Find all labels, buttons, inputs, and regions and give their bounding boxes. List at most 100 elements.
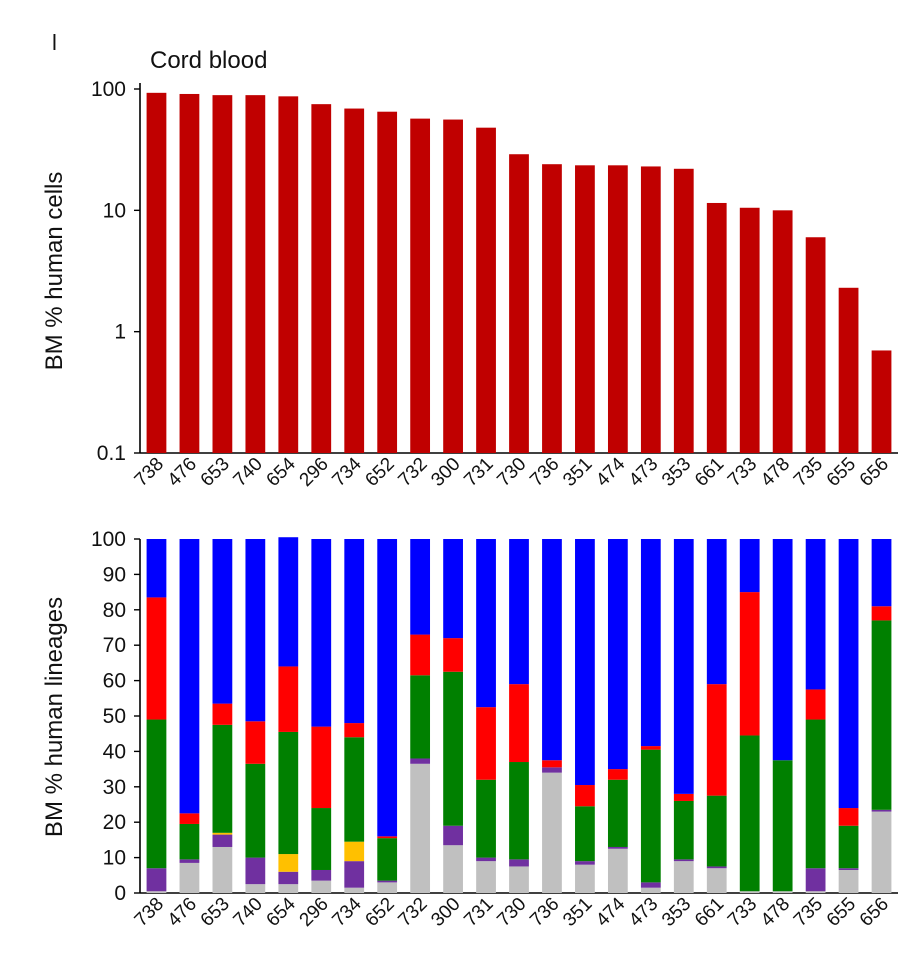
segment-734-2 — [344, 841, 365, 862]
segment-661-4 — [706, 684, 727, 796]
segment-655-4 — [838, 808, 859, 826]
bar-476 — [179, 93, 200, 454]
segment-653-2 — [212, 832, 233, 835]
segment-474-5 — [607, 539, 628, 770]
segment-661-3 — [706, 795, 727, 867]
bar-654 — [278, 96, 299, 454]
x-tick-label: 654 — [263, 453, 301, 491]
segment-730-3 — [509, 762, 529, 860]
bottom-y-tick-label: 10 — [103, 847, 126, 870]
segment-473-5 — [640, 539, 661, 747]
x-tick-label: 740 — [230, 894, 267, 931]
segment-300-1 — [443, 825, 463, 846]
x-tick-label: 474 — [592, 893, 630, 931]
bar-740 — [245, 95, 266, 453]
segment-476-1 — [179, 859, 200, 863]
segment-732-5 — [410, 539, 431, 635]
x-tick-label: 730 — [493, 454, 530, 491]
x-tick-label: 734 — [328, 453, 366, 491]
x-tick-label: 738 — [131, 454, 168, 491]
top-chart-axis: 100 10 1 0.1 — [91, 78, 898, 465]
segment-740-5 — [245, 539, 266, 722]
segment-476-5 — [179, 539, 200, 814]
x-tick-label: 654 — [263, 893, 301, 931]
top-chart: Cord blood BM % human cells 100 10 1 0.1 73… — [41, 47, 898, 491]
segment-738-5 — [146, 539, 167, 598]
x-tick-label: 351 — [559, 454, 596, 491]
segment-656-3 — [871, 620, 892, 810]
x-tick-label: 653 — [197, 894, 234, 931]
x-tick-label: 656 — [856, 894, 893, 931]
bar-473 — [640, 166, 661, 453]
segment-736-1 — [542, 767, 562, 773]
segment-661-0 — [706, 868, 727, 893]
segment-473-4 — [640, 746, 661, 750]
segment-652-0 — [377, 882, 398, 893]
segment-473-1 — [640, 882, 661, 888]
segment-653-4 — [212, 703, 233, 725]
segment-473-0 — [640, 887, 661, 893]
segment-296-0 — [311, 880, 332, 893]
x-tick-label: 476 — [164, 454, 201, 491]
segment-733-5 — [739, 539, 760, 593]
segment-351-3 — [575, 806, 595, 862]
segment-654-5 — [278, 537, 299, 667]
segment-733-3 — [739, 735, 760, 892]
x-tick-label: 731 — [460, 454, 497, 491]
x-tick-label: 736 — [526, 454, 563, 491]
bottom-y-tick-label: 80 — [103, 599, 126, 622]
segment-736-0 — [542, 772, 562, 893]
segment-351-5 — [575, 539, 595, 786]
segment-736-4 — [542, 760, 562, 768]
segment-732-1 — [410, 758, 431, 764]
bar-296 — [311, 104, 332, 453]
x-tick-label: 734 — [328, 893, 366, 931]
segment-661-1 — [706, 866, 727, 869]
bar-478 — [772, 210, 793, 453]
segment-351-4 — [575, 785, 595, 807]
segment-731-3 — [476, 779, 496, 858]
segment-655-1 — [838, 868, 859, 870]
segment-654-0 — [278, 884, 299, 893]
bar-652 — [377, 111, 398, 454]
segment-300-4 — [443, 638, 463, 672]
bottom-y-tick-label: 20 — [103, 811, 126, 834]
x-tick-label: 473 — [625, 454, 662, 491]
x-tick-label: 476 — [164, 894, 201, 931]
x-tick-label: 353 — [658, 454, 695, 491]
top-y-tick-label: 100 — [91, 78, 126, 101]
bar-353 — [673, 168, 694, 453]
segment-731-4 — [476, 707, 496, 780]
x-tick-label: 655 — [823, 454, 860, 491]
segment-653-3 — [212, 724, 233, 833]
x-tick-label: 653 — [197, 454, 234, 491]
bar-653 — [212, 95, 233, 453]
segment-656-1 — [871, 809, 892, 812]
segment-731-1 — [476, 857, 496, 862]
x-tick-label: 735 — [790, 454, 827, 491]
segment-730-0 — [509, 866, 529, 893]
top-y-tick-label: 10 — [103, 199, 126, 222]
segment-351-0 — [575, 864, 595, 893]
segment-735-4 — [805, 689, 826, 720]
segment-296-5 — [311, 539, 332, 727]
x-tick-label: 351 — [559, 894, 596, 931]
bar-661 — [706, 202, 727, 453]
segment-738-1 — [146, 868, 167, 892]
bar-731 — [476, 127, 496, 454]
segment-731-5 — [476, 539, 496, 708]
x-tick-label: 661 — [691, 894, 728, 931]
top-y-tick-label: 0.1 — [97, 442, 126, 465]
segment-740-1 — [245, 857, 266, 885]
segment-474-0 — [607, 848, 628, 893]
segment-732-3 — [410, 675, 431, 759]
panel-label: l — [52, 30, 57, 55]
x-tick-label: 740 — [230, 454, 267, 491]
x-tick-label: 731 — [460, 894, 497, 931]
bar-732 — [410, 118, 431, 453]
segment-738-0 — [146, 891, 167, 893]
segment-735-5 — [805, 539, 826, 690]
bar-300 — [443, 119, 463, 453]
segment-300-5 — [443, 539, 463, 639]
